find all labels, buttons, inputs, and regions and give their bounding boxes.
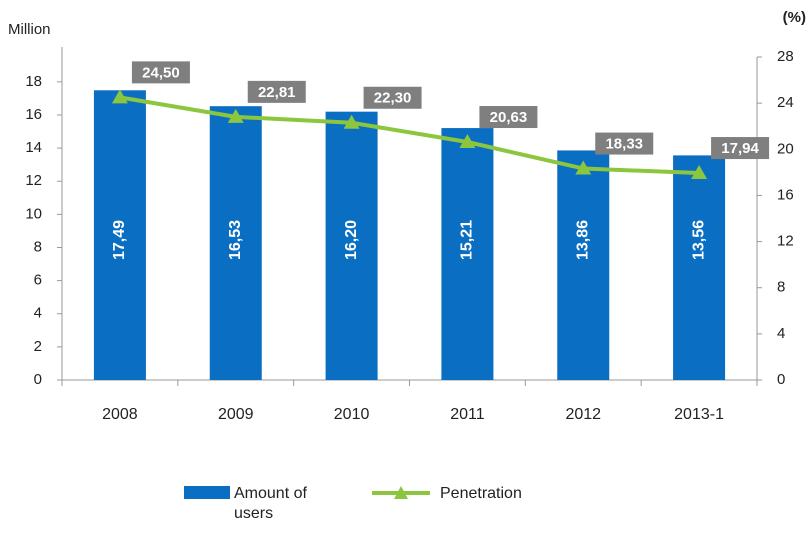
y-tick-label: 2 xyxy=(34,338,42,355)
bar-value-label: 17,49 xyxy=(111,220,128,260)
label-box xyxy=(711,137,770,160)
line-marker xyxy=(111,89,128,104)
x-tick-label: 2011 xyxy=(450,406,485,423)
x-tick-label: 2009 xyxy=(218,406,254,423)
line-value-label: 24,50 xyxy=(142,64,180,81)
x-tick-label: 2012 xyxy=(565,406,601,423)
line-marker xyxy=(575,160,592,175)
bar xyxy=(325,111,378,381)
line-value-label: 18,33 xyxy=(605,136,643,153)
bar-value-label: 13,56 xyxy=(690,220,707,260)
y-axis-label: Million xyxy=(8,21,51,38)
line-value-label: 20,63 xyxy=(490,109,528,126)
y2-tick-label: 20 xyxy=(777,140,794,157)
bar xyxy=(93,90,146,380)
y-tick-label: 8 xyxy=(34,238,42,255)
x-tick-label: 2013-1 xyxy=(674,406,724,423)
label-box xyxy=(595,132,654,155)
bar xyxy=(673,155,726,380)
x-tick-label: 2010 xyxy=(334,406,370,423)
y-tick-label: 18 xyxy=(25,73,42,90)
bar-value-label: 16,53 xyxy=(227,220,244,260)
bar-value-label: 15,21 xyxy=(459,220,476,260)
bar-value-label: 13,86 xyxy=(574,220,591,260)
legend-label: Penetration xyxy=(440,485,522,502)
y-tick-label: 12 xyxy=(25,172,42,189)
line-marker xyxy=(691,165,708,180)
y2-tick-label: 8 xyxy=(777,279,785,296)
label-box xyxy=(247,80,306,103)
y2-tick-label: 0 xyxy=(777,371,785,388)
label-box xyxy=(131,61,190,84)
line-marker xyxy=(459,134,476,149)
y2-tick-label: 4 xyxy=(777,325,785,342)
legend-label: Amount of users xyxy=(234,485,307,522)
line xyxy=(119,95,700,176)
y-tick-label: 4 xyxy=(34,305,42,322)
label-box xyxy=(363,86,422,109)
y-tick-label: 6 xyxy=(34,272,42,289)
x-tick-label: 2008 xyxy=(102,406,138,423)
y2-tick-label: 12 xyxy=(777,233,794,250)
y2-tick-label: 24 xyxy=(777,94,794,111)
y2-axis-label: (%) xyxy=(783,9,806,26)
y-tick-label: 14 xyxy=(25,139,42,156)
line-value-label: 22,81 xyxy=(258,84,296,101)
line-marker xyxy=(343,114,360,129)
y-tick-label: 16 xyxy=(25,106,42,123)
y2-tick-label: 16 xyxy=(777,186,794,203)
line-value-label: 17,94 xyxy=(721,140,759,157)
bar-value-label: 16,20 xyxy=(343,220,360,260)
line-marker xyxy=(227,108,244,123)
bar xyxy=(209,106,262,381)
y-tick-label: 0 xyxy=(34,371,42,388)
y-tick-label: 10 xyxy=(25,205,42,222)
label-box xyxy=(479,106,538,129)
bar xyxy=(557,150,610,380)
line-value-label: 22,30 xyxy=(374,90,412,107)
legend-swatch-bar xyxy=(184,486,230,499)
y2-tick-label: 28 xyxy=(777,48,794,65)
bar xyxy=(441,128,494,380)
legend-marker xyxy=(394,486,408,499)
